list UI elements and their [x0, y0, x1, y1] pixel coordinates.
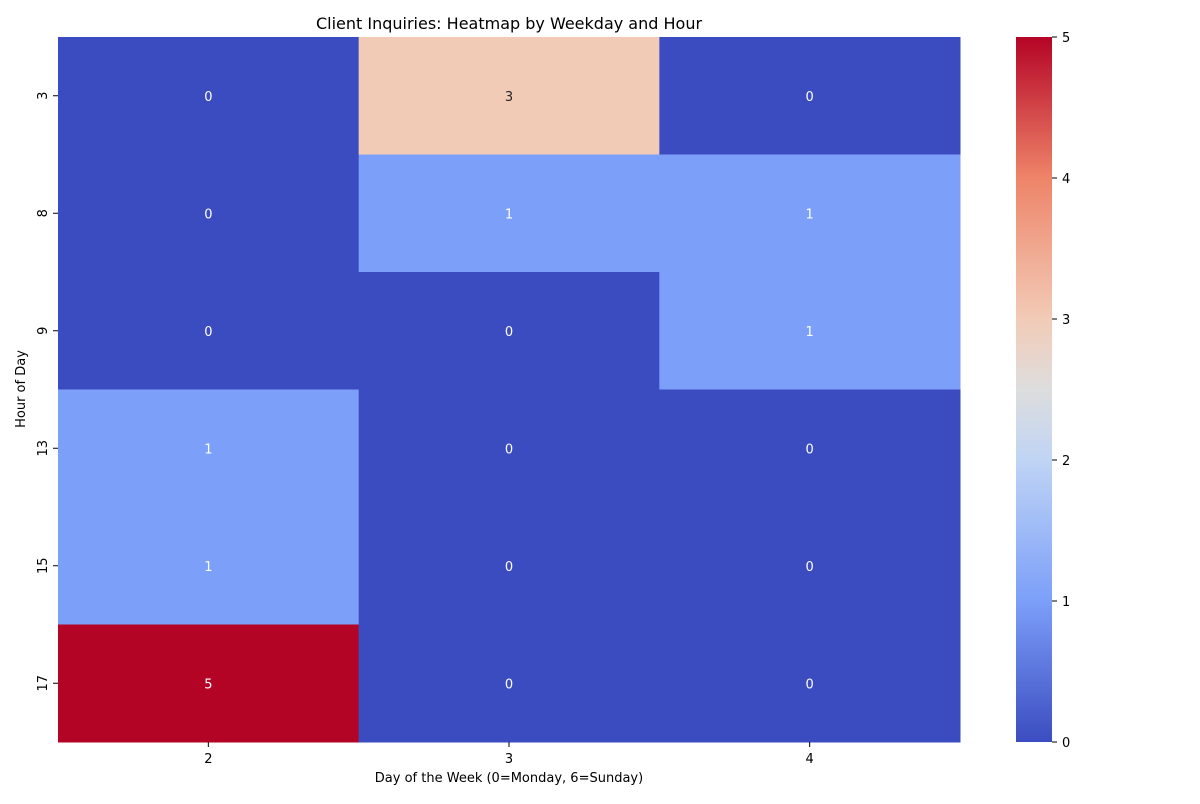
- colorbar-tick-label: 3: [1062, 313, 1070, 328]
- heatmap-cell: [58, 272, 360, 390]
- y-tick-label: 8: [36, 209, 51, 217]
- cell-annotation: 0: [505, 677, 513, 692]
- heatmap-cell: [58, 37, 360, 155]
- cell-annotation: 1: [806, 325, 814, 340]
- cell-annotation: 0: [505, 325, 513, 340]
- cell-annotation: 0: [505, 560, 513, 575]
- cell-annotation: 1: [505, 207, 513, 222]
- y-tick-label: 3: [36, 92, 51, 100]
- heatmap-cell: [659, 37, 961, 155]
- colorbar-tick-label: 0: [1062, 736, 1070, 751]
- y-tick-label: 15: [36, 557, 51, 574]
- heatmap-cell: [659, 272, 961, 390]
- cell-annotation: 1: [806, 207, 814, 222]
- x-tick-label: 4: [806, 752, 814, 767]
- cell-annotation: 1: [204, 560, 212, 575]
- heatmap-cell: [358, 389, 660, 508]
- cell-annotation: 0: [204, 325, 212, 340]
- cell-annotation: 0: [806, 560, 814, 575]
- y-tick-label: 9: [36, 327, 51, 335]
- cell-annotation: 0: [806, 442, 814, 457]
- x-axis-label: Day of the Week (0=Monday, 6=Sunday): [375, 771, 643, 786]
- heatmap-cell: [58, 389, 360, 508]
- y-axis-label: Hour of Day: [14, 350, 29, 428]
- heatmap-cell: [659, 507, 961, 625]
- x-tick-label: 3: [505, 752, 513, 767]
- heatmap-cell: [358, 154, 660, 273]
- cell-annotation: 0: [204, 90, 212, 105]
- heatmap-cell: [358, 624, 660, 743]
- y-tick-label: 17: [36, 675, 51, 692]
- colorbar-tick-label: 2: [1062, 454, 1070, 469]
- heatmap-cell: [58, 507, 360, 625]
- cell-annotation: 1: [204, 442, 212, 457]
- cell-annotation: 0: [204, 207, 212, 222]
- heatmap-cell: [659, 624, 961, 743]
- cell-annotation: 0: [806, 677, 814, 692]
- y-axis-ticks: 3 8 9 13 15 17: [36, 92, 58, 692]
- heatmap-cell: [659, 154, 961, 273]
- heatmap-cell: [58, 624, 360, 743]
- heatmap-cell: [358, 37, 660, 155]
- cell-annotation: 0: [505, 442, 513, 457]
- colorbar-tick-label: 4: [1062, 172, 1070, 187]
- x-tick-label: 2: [204, 752, 212, 767]
- heatmap-cell: [358, 272, 660, 390]
- x-axis-ticks: 2 3 4: [204, 742, 814, 767]
- colorbar-tick-label: 1: [1062, 595, 1070, 610]
- cell-annotation: 0: [806, 90, 814, 105]
- heatmap-cell: [659, 389, 961, 508]
- cell-annotation: 5: [204, 677, 212, 692]
- heatmap-cell: [358, 507, 660, 625]
- colorbar: 0 1 2 3 4 5: [1016, 31, 1070, 751]
- colorbar-tick-label: 5: [1062, 31, 1070, 46]
- colorbar-gradient: [1016, 37, 1052, 742]
- cell-annotation: 3: [505, 90, 513, 105]
- heatmap-cells: [58, 37, 961, 743]
- chart-title: Client Inquiries: Heatmap by Weekday and…: [316, 14, 702, 33]
- heatmap-cell: [58, 154, 360, 273]
- cell-annotations: 0 3 0 0 1 1 0 0 1 1 0 0 1 0 0 5 0 0: [204, 90, 814, 693]
- y-tick-label: 13: [36, 440, 51, 457]
